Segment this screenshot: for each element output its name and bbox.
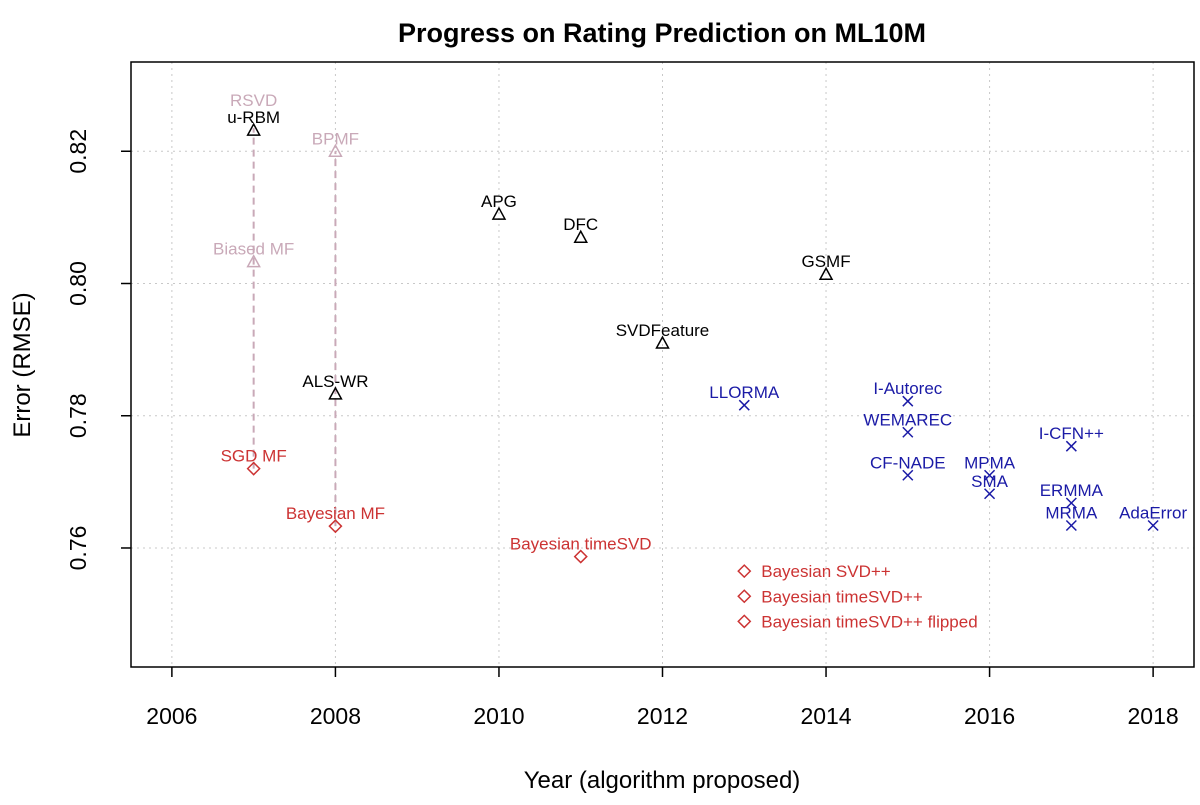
marker-bayesian-mf bbox=[328, 519, 343, 534]
x-tick-label: 2016 bbox=[964, 703, 1015, 729]
label-sma: SMA bbox=[971, 472, 1009, 491]
label-ermma: ERMMA bbox=[1040, 481, 1104, 500]
marker-sma bbox=[984, 488, 996, 500]
label-dfc: DFC bbox=[563, 215, 598, 234]
y-tick-label: 0.78 bbox=[65, 393, 91, 438]
label-gsmf: GSMF bbox=[801, 252, 850, 271]
marker-bayesian-svd bbox=[737, 564, 752, 579]
y-tick-label: 0.80 bbox=[65, 261, 91, 306]
y-axis-label: Error (RMSE) bbox=[9, 292, 36, 437]
marker-apg bbox=[491, 206, 507, 220]
x-tick-label: 2012 bbox=[637, 703, 688, 729]
label-biased-mf: Biased MF bbox=[213, 240, 294, 259]
marker-i-autorec bbox=[902, 395, 914, 407]
x-tick-label: 2006 bbox=[146, 703, 197, 729]
label-mrma: MRMA bbox=[1045, 504, 1098, 523]
label-mpma: MPMA bbox=[964, 453, 1016, 472]
marker-mpma bbox=[984, 469, 996, 481]
label-bayesian-svd: Bayesian SVD++ bbox=[761, 562, 891, 581]
marker-bpmf bbox=[328, 143, 343, 158]
marker-bayesian-timesvd-flipped bbox=[737, 614, 752, 629]
marker-biased-mf bbox=[246, 254, 261, 268]
dashed-lines-layer bbox=[252, 128, 337, 527]
label-bpmf: BPMF bbox=[312, 129, 359, 148]
label-svdfeature: SVDFeature bbox=[616, 321, 710, 340]
label-wemarec: WEMAREC bbox=[863, 410, 952, 429]
label-bayesian-mf: Bayesian MF bbox=[286, 504, 385, 523]
marker-bayesian-timesvd bbox=[573, 549, 588, 564]
marker-sgd-mf bbox=[246, 461, 261, 476]
axes-layer: 2006 2008 2010 2012 2014 2016 2018 0.76 0.78 0.80… bbox=[65, 129, 1179, 729]
x-tick-label: 2010 bbox=[473, 703, 524, 729]
marker-dfc bbox=[573, 229, 588, 243]
marker-u-rbm bbox=[246, 122, 261, 136]
label-bayesian-timesvd: Bayesian timeSVD bbox=[510, 535, 652, 554]
marker-cf-nade bbox=[902, 469, 914, 481]
label-als-wr: ALS-WR bbox=[302, 372, 368, 391]
label-bayesian-timesvd: Bayesian timeSVD++ bbox=[761, 587, 923, 606]
y-tick-label: 0.82 bbox=[65, 129, 91, 174]
label-i-cfn: I-CFN++ bbox=[1039, 424, 1104, 443]
markers-layer bbox=[246, 122, 1159, 629]
label-apg: APG bbox=[481, 192, 517, 211]
marker-mrma bbox=[1065, 519, 1077, 532]
label-i-autorec: I-Autorec bbox=[873, 379, 942, 398]
marker-svdfeature bbox=[655, 335, 670, 349]
marker-gsmf bbox=[818, 266, 834, 280]
label-u-rbm: u-RBM bbox=[227, 108, 280, 127]
marker-llorma bbox=[738, 399, 750, 411]
x-axis-label: Year (algorithm proposed) bbox=[524, 767, 801, 794]
x-tick-label: 2018 bbox=[1128, 703, 1179, 729]
marker-adaerror bbox=[1147, 519, 1159, 532]
marker-als-wr bbox=[328, 386, 343, 400]
marker-ermma bbox=[1065, 497, 1077, 509]
x-tick-label: 2014 bbox=[800, 703, 851, 729]
y-tick-label: 0.76 bbox=[65, 526, 91, 571]
grid-layer bbox=[131, 62, 1194, 667]
label-adaerror: AdaError bbox=[1119, 504, 1187, 523]
x-tick-label: 2008 bbox=[310, 703, 361, 729]
chart-title: Progress on Rating Prediction on ML10M bbox=[398, 18, 926, 48]
marker-bayesian-timesvd bbox=[737, 589, 752, 604]
label-rsvd: RSVD bbox=[230, 91, 277, 110]
label-cf-nade: CF-NADE bbox=[870, 453, 946, 472]
label-bayesian-timesvd-flipped: Bayesian timeSVD++ flipped bbox=[761, 612, 977, 631]
label-sgd-mf: SGD MF bbox=[221, 447, 287, 466]
label-llorma: LLORMA bbox=[709, 383, 780, 402]
marker-i-cfn bbox=[1065, 440, 1077, 452]
marker-wemarec bbox=[902, 426, 914, 438]
